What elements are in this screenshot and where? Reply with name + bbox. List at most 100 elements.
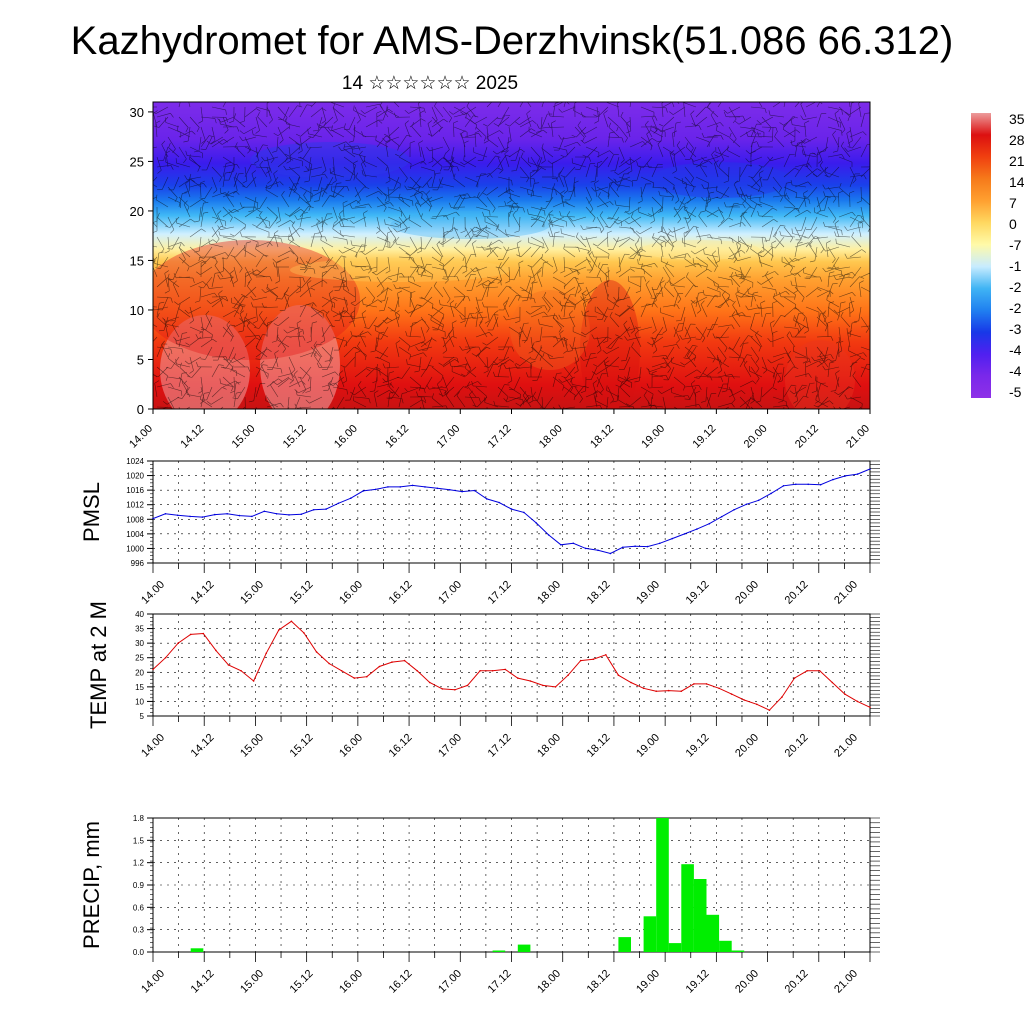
wind-barb-flag bbox=[541, 254, 544, 259]
wind-barb-flag bbox=[302, 389, 307, 394]
colorbar-label: -5 bbox=[1009, 384, 1022, 400]
wind-barb-flag bbox=[462, 265, 468, 268]
wind-barb bbox=[475, 331, 490, 338]
wind-barb bbox=[200, 126, 206, 141]
pmsl-point bbox=[646, 545, 649, 548]
wind-barb bbox=[585, 186, 592, 200]
wind-barb bbox=[409, 106, 425, 109]
wind-barb bbox=[431, 366, 444, 376]
wind-barb bbox=[222, 366, 237, 372]
wind-barb-flag bbox=[740, 192, 744, 198]
wind-barb bbox=[343, 200, 357, 208]
wind-barb-flag bbox=[378, 119, 383, 124]
wind-barb bbox=[231, 302, 246, 308]
wind-barb bbox=[338, 336, 345, 351]
wind-barb bbox=[398, 346, 411, 356]
wind-barb-flag bbox=[427, 120, 432, 124]
wind-barb-flag bbox=[209, 135, 214, 138]
wind-barb bbox=[834, 223, 840, 238]
wind-barb bbox=[310, 344, 317, 358]
wind-barb bbox=[761, 356, 768, 371]
wind-barb-flag bbox=[318, 124, 324, 127]
wind-barb bbox=[662, 186, 674, 197]
wind-barb bbox=[277, 250, 291, 258]
wind-barb-flag bbox=[410, 291, 416, 294]
wind-barb bbox=[860, 113, 865, 128]
x-tick-label: 20.12 bbox=[783, 579, 811, 607]
wind-barb bbox=[181, 386, 191, 399]
wind-barb bbox=[343, 145, 359, 148]
wind-barb-flag bbox=[220, 226, 226, 229]
wind-barb-flag bbox=[591, 187, 595, 192]
wind-barb-flag bbox=[353, 346, 359, 350]
wind-barb-flag bbox=[438, 362, 444, 366]
wind-barb bbox=[814, 236, 829, 239]
wind-barb-flag bbox=[382, 363, 386, 369]
grid bbox=[153, 461, 871, 563]
wind-barb bbox=[783, 258, 796, 268]
wind-barb-flag bbox=[540, 246, 545, 249]
wind-barb bbox=[566, 215, 576, 228]
temp-2m-point bbox=[416, 670, 419, 672]
wind-barb-flag bbox=[223, 139, 228, 143]
wind-barb-flag bbox=[576, 270, 581, 274]
wind-barb bbox=[816, 313, 821, 328]
wind-barb bbox=[334, 186, 345, 198]
wind-barb-flag bbox=[800, 115, 804, 120]
wind-barb-flag bbox=[479, 318, 484, 324]
wind-barb bbox=[185, 406, 191, 409]
wind-barb-flag bbox=[419, 110, 425, 114]
wind-barb-flag bbox=[852, 179, 857, 184]
wind-barb bbox=[495, 405, 510, 408]
wind-barb bbox=[188, 126, 191, 141]
wind-barb-flag bbox=[214, 118, 217, 124]
wind-barb bbox=[153, 306, 158, 308]
wind-barb-flag bbox=[382, 378, 387, 383]
wind-barb-flag bbox=[567, 350, 573, 352]
wind-barb bbox=[440, 304, 455, 308]
wind-barb bbox=[288, 226, 294, 241]
wind-barb bbox=[673, 326, 680, 340]
wind-barb bbox=[589, 255, 598, 268]
wind-barb-flag bbox=[690, 250, 696, 255]
wind-barb-flag bbox=[804, 97, 809, 99]
wind-barb-flag bbox=[225, 356, 229, 362]
wind-barb-flag bbox=[515, 402, 521, 406]
wind-barb bbox=[717, 383, 724, 398]
wind-barb bbox=[661, 261, 675, 268]
temp-2m-point bbox=[529, 680, 532, 682]
wind-barb-flag bbox=[426, 190, 431, 195]
wind-barb-flag bbox=[650, 337, 656, 340]
wind-barb bbox=[604, 363, 609, 378]
wind-barb-flag bbox=[499, 169, 504, 174]
wind-barb bbox=[242, 136, 257, 141]
wind-barb bbox=[288, 227, 300, 238]
wind-barb bbox=[310, 323, 313, 338]
wind-barb-flag bbox=[604, 280, 609, 284]
wind-barb bbox=[860, 167, 870, 178]
wind-barb bbox=[265, 400, 279, 408]
wind-barb-flag bbox=[610, 170, 616, 172]
wind-barb bbox=[222, 173, 226, 188]
wind-barb-flag bbox=[185, 127, 189, 133]
pmsl-point bbox=[770, 492, 772, 495]
wind-barb bbox=[584, 136, 598, 144]
wind-barb-flag bbox=[636, 161, 639, 167]
wind-barb bbox=[264, 156, 279, 162]
wind-barb bbox=[328, 293, 334, 308]
wind-barb-flag bbox=[830, 390, 836, 392]
wind-barb bbox=[739, 343, 744, 358]
precip-bar bbox=[693, 879, 707, 952]
wind-barb-flag bbox=[822, 184, 826, 190]
wind-barb bbox=[465, 367, 477, 378]
wind-barb bbox=[716, 359, 730, 368]
wind-barb bbox=[822, 313, 829, 328]
wind-barb-flag bbox=[181, 372, 187, 374]
wind-barb-flag bbox=[582, 290, 587, 294]
wind-barb-flag bbox=[734, 256, 738, 261]
wind-barb-flag bbox=[656, 140, 662, 143]
wind-barb-flag bbox=[818, 159, 823, 164]
wind-barb-flag bbox=[470, 268, 475, 273]
wind-barb bbox=[210, 136, 224, 145]
